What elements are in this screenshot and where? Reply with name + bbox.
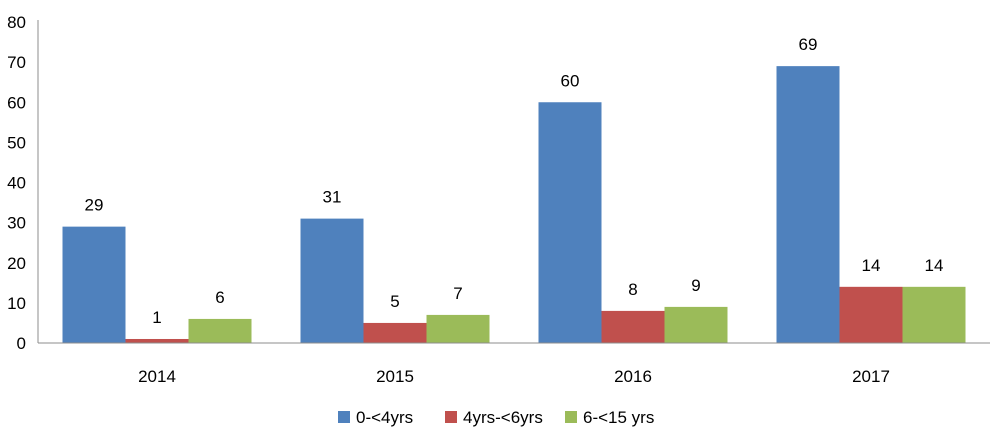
data-label: 14: [862, 256, 881, 275]
y-tick-label: 80: [7, 13, 26, 32]
bar-2017-1: [839, 286, 903, 343]
bar-2016-1: [601, 310, 665, 343]
bar-2017-0: [776, 66, 840, 343]
x-tick-label: 2015: [376, 367, 414, 386]
axes: [37, 20, 990, 344]
legend: 0-<4yrs 4yrs-<6yrs 6-<15 yrs: [338, 408, 654, 427]
bar-2015-2: [426, 314, 490, 343]
bar-2017-2: [902, 286, 966, 343]
data-label: 69: [799, 35, 818, 54]
bar-2015-1: [363, 322, 427, 343]
x-tick-label: 2014: [138, 367, 176, 386]
y-tick-label: 40: [7, 174, 26, 193]
x-tick-label: 2017: [852, 367, 890, 386]
data-label: 8: [628, 280, 637, 299]
y-tick-label: 30: [7, 214, 26, 233]
bar-2016-0: [538, 102, 602, 343]
legend-swatch: [338, 411, 350, 423]
data-label: 31: [323, 188, 342, 207]
data-label: 29: [85, 196, 104, 215]
y-axis-ticks: 0 10 20 30 40 50 60 70 80: [7, 13, 26, 353]
data-label: 60: [561, 71, 580, 90]
bar-2015-0: [300, 218, 364, 343]
y-tick-label: 60: [7, 93, 26, 112]
data-label: 7: [453, 284, 462, 303]
bar-2014-1: [125, 338, 189, 343]
legend-swatch: [565, 411, 577, 423]
data-label: 14: [925, 256, 944, 275]
data-label: 6: [215, 288, 224, 307]
data-label: 9: [691, 276, 700, 295]
legend-label: 0-<4yrs: [356, 408, 413, 427]
data-labels: 29 1 6 31 5 7 60 8 9 69 14 14: [85, 35, 944, 327]
bar-2014-2: [188, 318, 252, 343]
y-tick-label: 10: [7, 294, 26, 313]
legend-swatch: [445, 411, 457, 423]
data-label: 5: [390, 292, 399, 311]
x-tick-label: 2016: [614, 367, 652, 386]
bar-2016-2: [664, 306, 728, 343]
legend-label: 6-<15 yrs: [583, 408, 654, 427]
x-axis-ticks: 2014 2015 2016 2017: [138, 367, 890, 386]
y-tick-label: 0: [17, 334, 26, 353]
bar-2014-0: [62, 226, 126, 343]
y-tick-label: 50: [7, 133, 26, 152]
y-tick-label: 70: [7, 53, 26, 72]
legend-label: 4yrs-<6yrs: [463, 408, 543, 427]
y-tick-label: 20: [7, 254, 26, 273]
bars: [62, 66, 966, 343]
data-label: 1: [152, 308, 161, 327]
